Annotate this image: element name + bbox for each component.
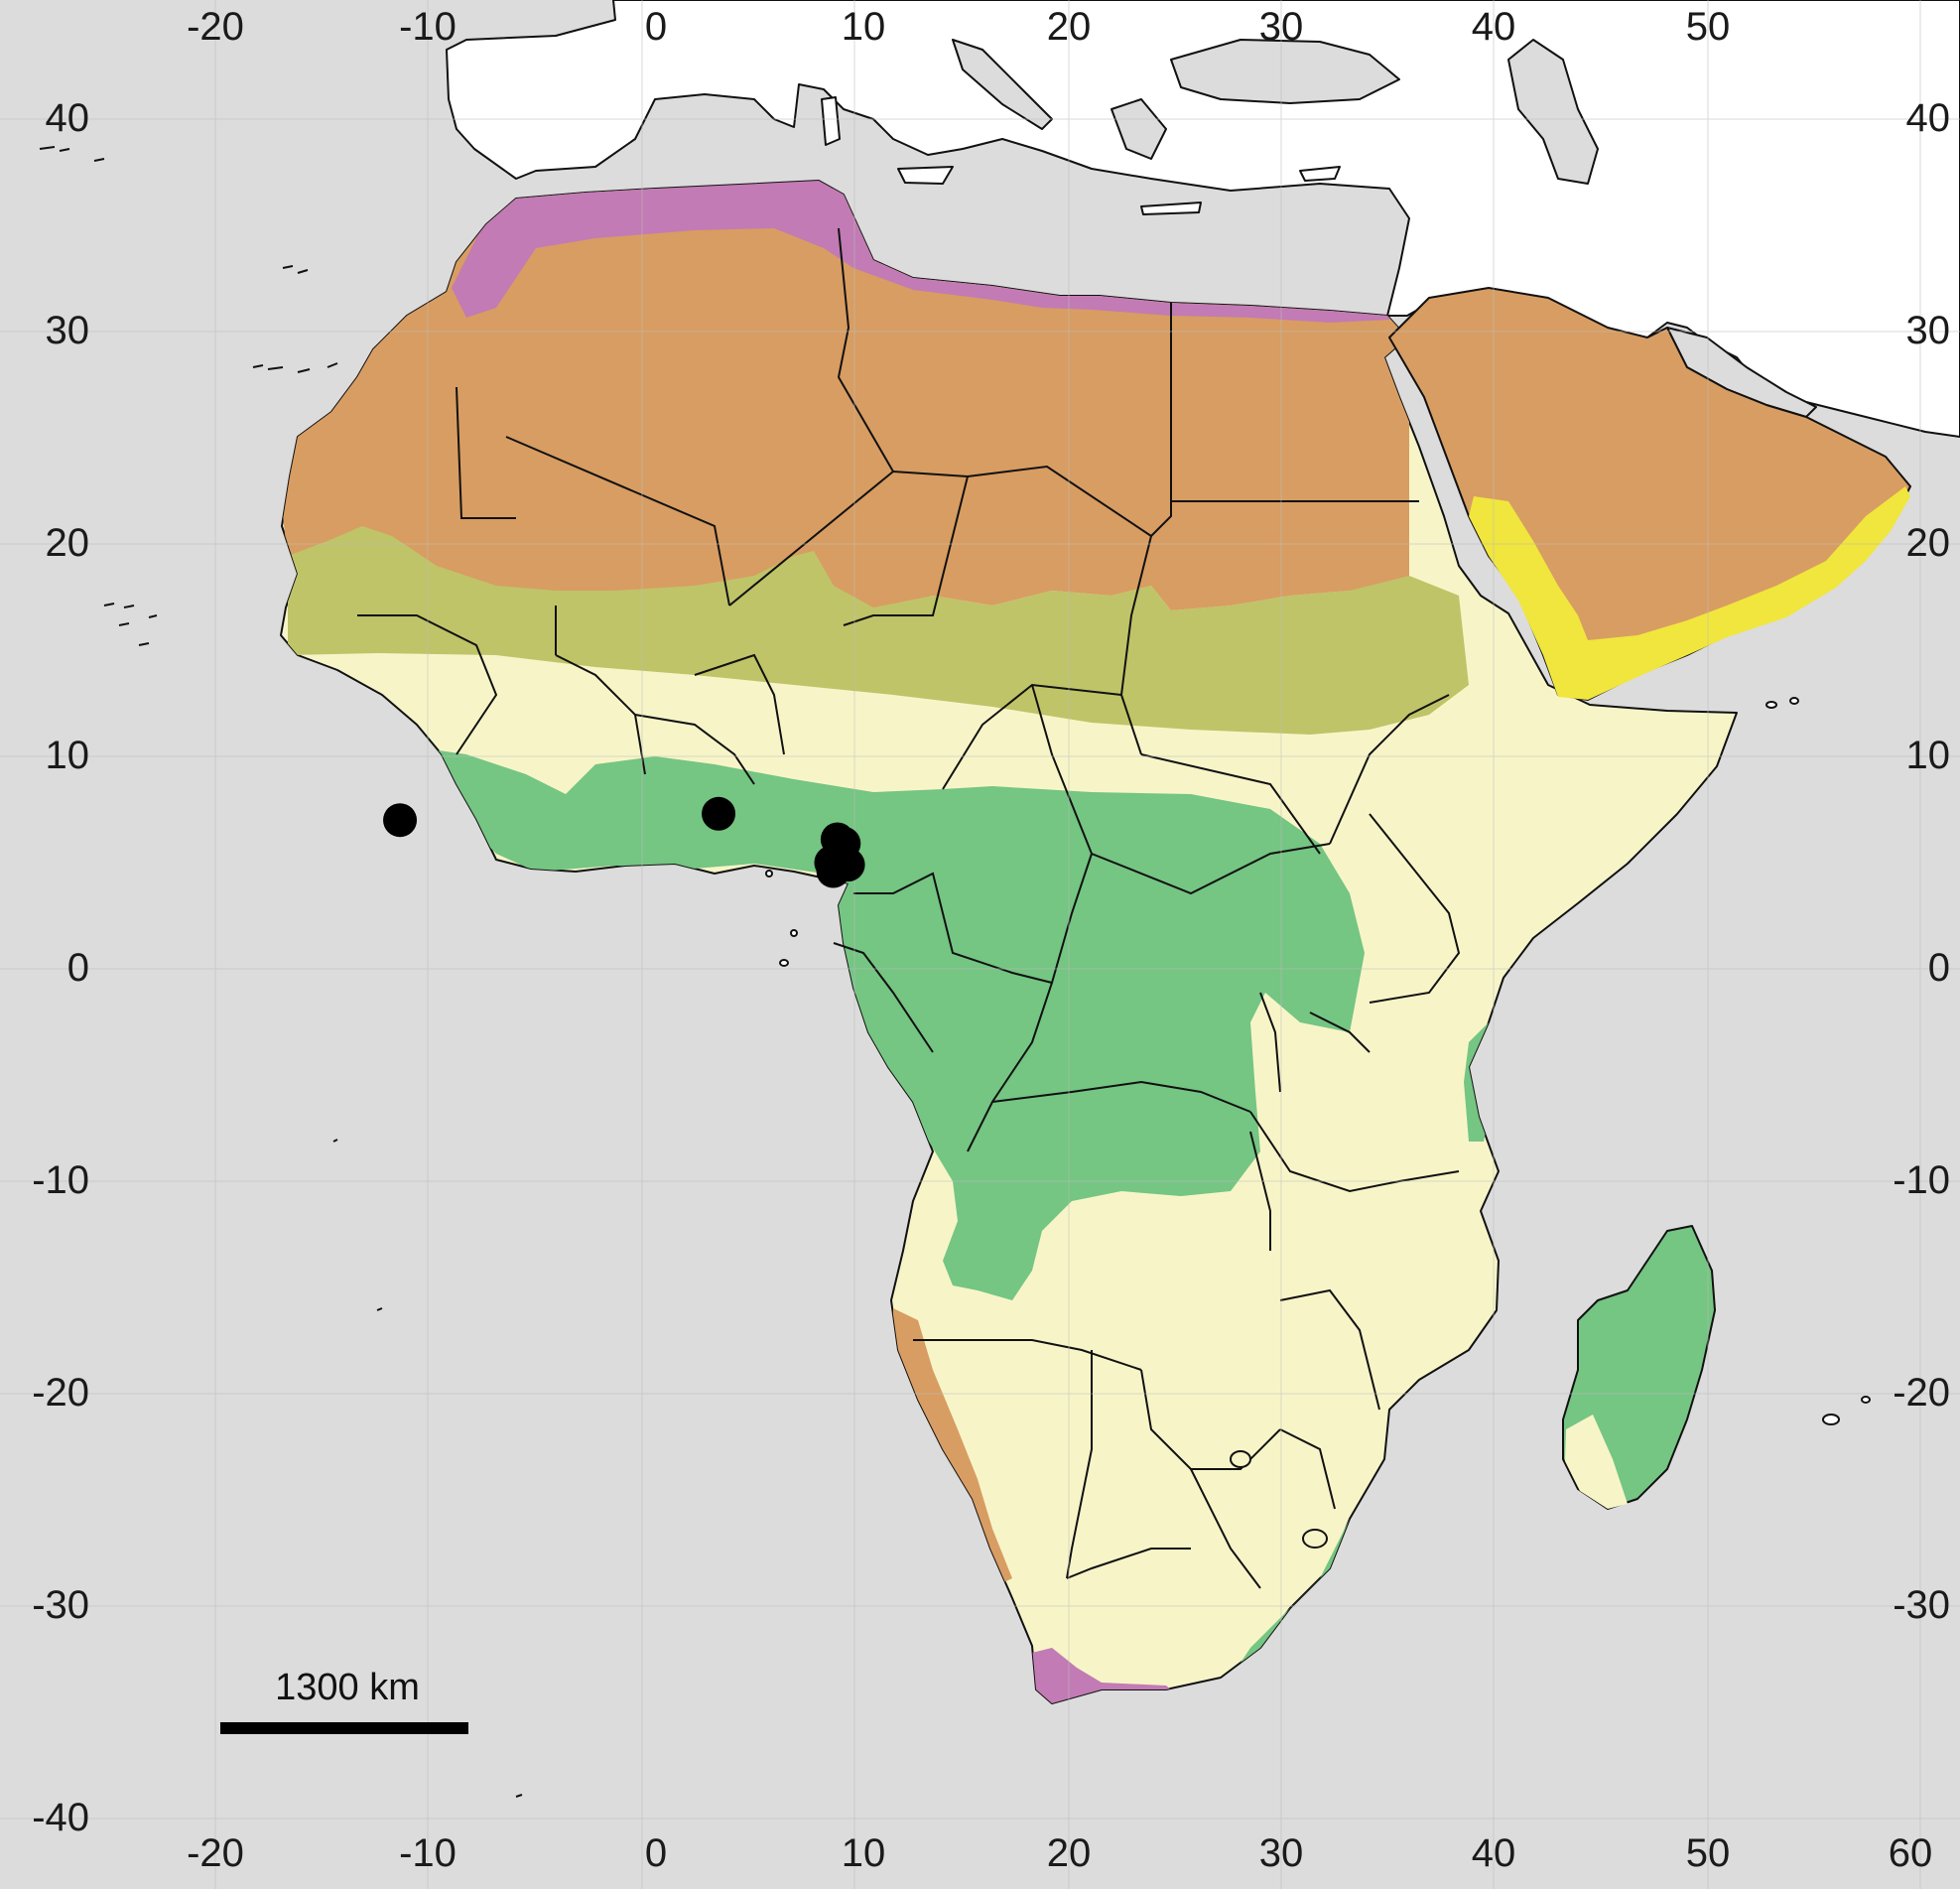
bottom-tick-label: 20	[1047, 1831, 1092, 1875]
atlantic-islands	[39, 146, 523, 1798]
bottom-tick-label: 50	[1686, 1831, 1731, 1875]
right-tick-label: 20	[1906, 521, 1951, 565]
right-axis-ticks: 40 30 20 10 0 -10 -20 -30	[1893, 96, 1950, 1627]
left-tick-label: -10	[32, 1158, 89, 1202]
top-tick-label: 0	[645, 5, 667, 49]
bottom-tick-label: -10	[399, 1831, 457, 1875]
left-tick-label: -20	[32, 1371, 89, 1415]
madagascar-dry-southwest	[1565, 1415, 1628, 1509]
bottom-tick-label: -20	[187, 1831, 244, 1875]
top-tick-label: 40	[1472, 5, 1516, 49]
left-tick-label: -40	[32, 1796, 89, 1839]
top-tick-label: 30	[1259, 5, 1304, 49]
bottom-tick-label: 60	[1889, 1831, 1933, 1875]
occurrence-point	[831, 848, 865, 882]
zone-hot-arid-arabia	[1469, 486, 1910, 700]
occurrence-points	[383, 796, 865, 888]
inland-seas	[952, 39, 1817, 418]
top-tick-label: -20	[187, 5, 244, 49]
top-tick-label: 10	[842, 5, 886, 49]
right-tick-label: 40	[1906, 96, 1951, 140]
top-axis-ticks: -20 -10 0 10 20 30 40 50	[187, 5, 1730, 49]
left-tick-label: 0	[67, 946, 89, 990]
left-axis-ticks: 40 30 20 10 0 -10 -20 -30 -40	[32, 96, 89, 1839]
top-tick-label: -10	[399, 5, 457, 49]
right-tick-label: -30	[1893, 1583, 1950, 1627]
top-tick-label: 50	[1686, 5, 1731, 49]
occurrence-point	[383, 803, 418, 838]
bottom-tick-label: 40	[1472, 1831, 1516, 1875]
scale-bar: 1300 km	[220, 1667, 468, 1734]
small-islands	[765, 697, 1871, 1549]
right-tick-label: 0	[1928, 946, 1950, 990]
bottom-axis-ticks: -20 -10 0 10 20 30 40 50 60	[187, 1831, 1932, 1875]
bottom-tick-label: 30	[1259, 1831, 1304, 1875]
left-tick-label: 30	[46, 309, 90, 352]
zone-mediterranean-north	[452, 181, 1389, 323]
zone-coastal-desert-southwest	[891, 1308, 1012, 1588]
left-tick-label: 20	[46, 521, 90, 565]
right-tick-label: -10	[1893, 1158, 1950, 1202]
bottom-tick-label: 0	[645, 1831, 667, 1875]
right-tick-label: -20	[1893, 1371, 1950, 1415]
climate-zones-africa	[281, 181, 1503, 1703]
occurrence-point	[820, 822, 854, 857]
top-tick-label: 20	[1047, 5, 1092, 49]
right-tick-label: 30	[1906, 309, 1951, 352]
zone-semi-arid-sahel	[288, 526, 1469, 735]
left-tick-label: 40	[46, 96, 90, 140]
bottom-tick-label: 10	[842, 1831, 886, 1875]
left-tick-label: 10	[46, 734, 90, 777]
left-tick-label: -30	[32, 1583, 89, 1627]
occurrence-point	[702, 796, 736, 831]
scale-bar-label: 1300 km	[275, 1667, 420, 1708]
right-tick-label: 10	[1906, 734, 1951, 777]
country-borders	[357, 227, 1461, 1589]
scale-bar-line	[220, 1722, 468, 1734]
